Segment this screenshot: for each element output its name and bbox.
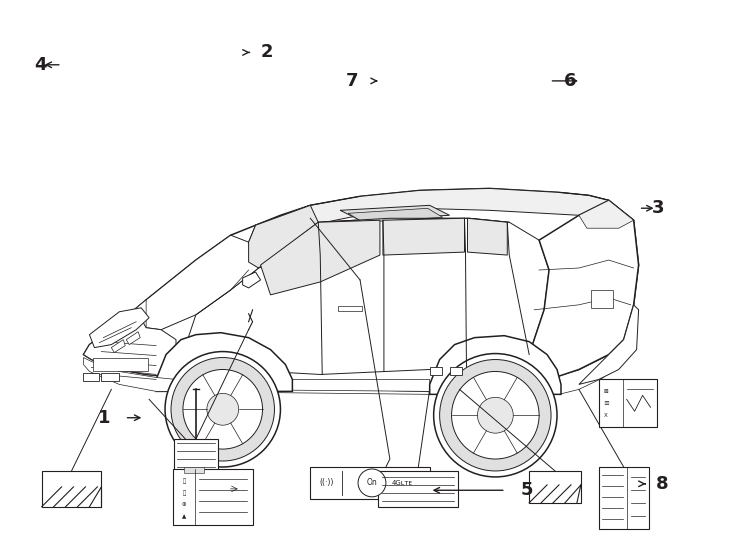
Text: X: X — [604, 413, 608, 418]
Text: 8: 8 — [655, 475, 668, 493]
Polygon shape — [201, 380, 429, 392]
Polygon shape — [84, 188, 639, 392]
Polygon shape — [243, 272, 261, 288]
Polygon shape — [139, 235, 258, 330]
Text: ≡: ≡ — [603, 400, 608, 406]
Circle shape — [171, 357, 275, 461]
Text: 7: 7 — [346, 72, 358, 90]
Bar — [591, 290, 613, 308]
Text: ▲: ▲ — [182, 514, 186, 519]
Polygon shape — [429, 336, 561, 394]
Text: 6: 6 — [564, 72, 577, 90]
Text: 1: 1 — [98, 409, 110, 427]
Bar — [93, 360, 123, 372]
Text: 4: 4 — [34, 56, 47, 74]
Text: ⊕: ⊕ — [181, 502, 186, 507]
Bar — [184, 467, 204, 473]
Bar — [42, 471, 101, 507]
Polygon shape — [383, 218, 465, 255]
Polygon shape — [90, 308, 149, 348]
Polygon shape — [468, 218, 507, 255]
Polygon shape — [529, 200, 639, 384]
Polygon shape — [84, 315, 176, 377]
Bar — [529, 471, 581, 503]
Bar — [101, 374, 120, 381]
Text: 4Gʟᴛᴇ: 4Gʟᴛᴇ — [391, 480, 413, 486]
Polygon shape — [116, 300, 146, 328]
Polygon shape — [579, 200, 633, 228]
Bar — [599, 467, 649, 529]
Circle shape — [165, 352, 280, 467]
Polygon shape — [249, 205, 319, 268]
Text: 2: 2 — [261, 43, 274, 62]
Circle shape — [358, 469, 386, 497]
Polygon shape — [186, 218, 549, 374]
Polygon shape — [348, 208, 443, 222]
Polygon shape — [249, 188, 608, 248]
Bar — [429, 368, 442, 375]
Bar — [174, 439, 218, 475]
Polygon shape — [84, 357, 176, 392]
Polygon shape — [112, 340, 126, 353]
Bar — [310, 467, 429, 499]
Polygon shape — [126, 332, 140, 345]
Text: ⬛: ⬛ — [182, 490, 186, 496]
Polygon shape — [579, 305, 639, 384]
Bar — [93, 357, 148, 372]
Polygon shape — [156, 333, 292, 392]
Bar — [599, 380, 656, 427]
Bar — [449, 368, 462, 375]
Circle shape — [434, 354, 557, 477]
Bar — [84, 374, 99, 381]
Polygon shape — [261, 220, 380, 295]
Circle shape — [440, 360, 551, 471]
Bar — [378, 471, 457, 507]
Circle shape — [207, 393, 239, 425]
Text: ⬛: ⬛ — [182, 478, 186, 484]
Polygon shape — [340, 205, 449, 220]
Text: On: On — [366, 478, 377, 488]
Text: ((·)): ((·)) — [319, 478, 333, 488]
Circle shape — [477, 397, 513, 433]
Text: 3: 3 — [652, 199, 664, 217]
Bar — [338, 306, 362, 311]
Text: ⊠: ⊠ — [603, 389, 608, 394]
Circle shape — [183, 369, 263, 449]
Bar — [173, 469, 252, 525]
Circle shape — [451, 372, 539, 459]
Text: 5: 5 — [520, 481, 533, 500]
